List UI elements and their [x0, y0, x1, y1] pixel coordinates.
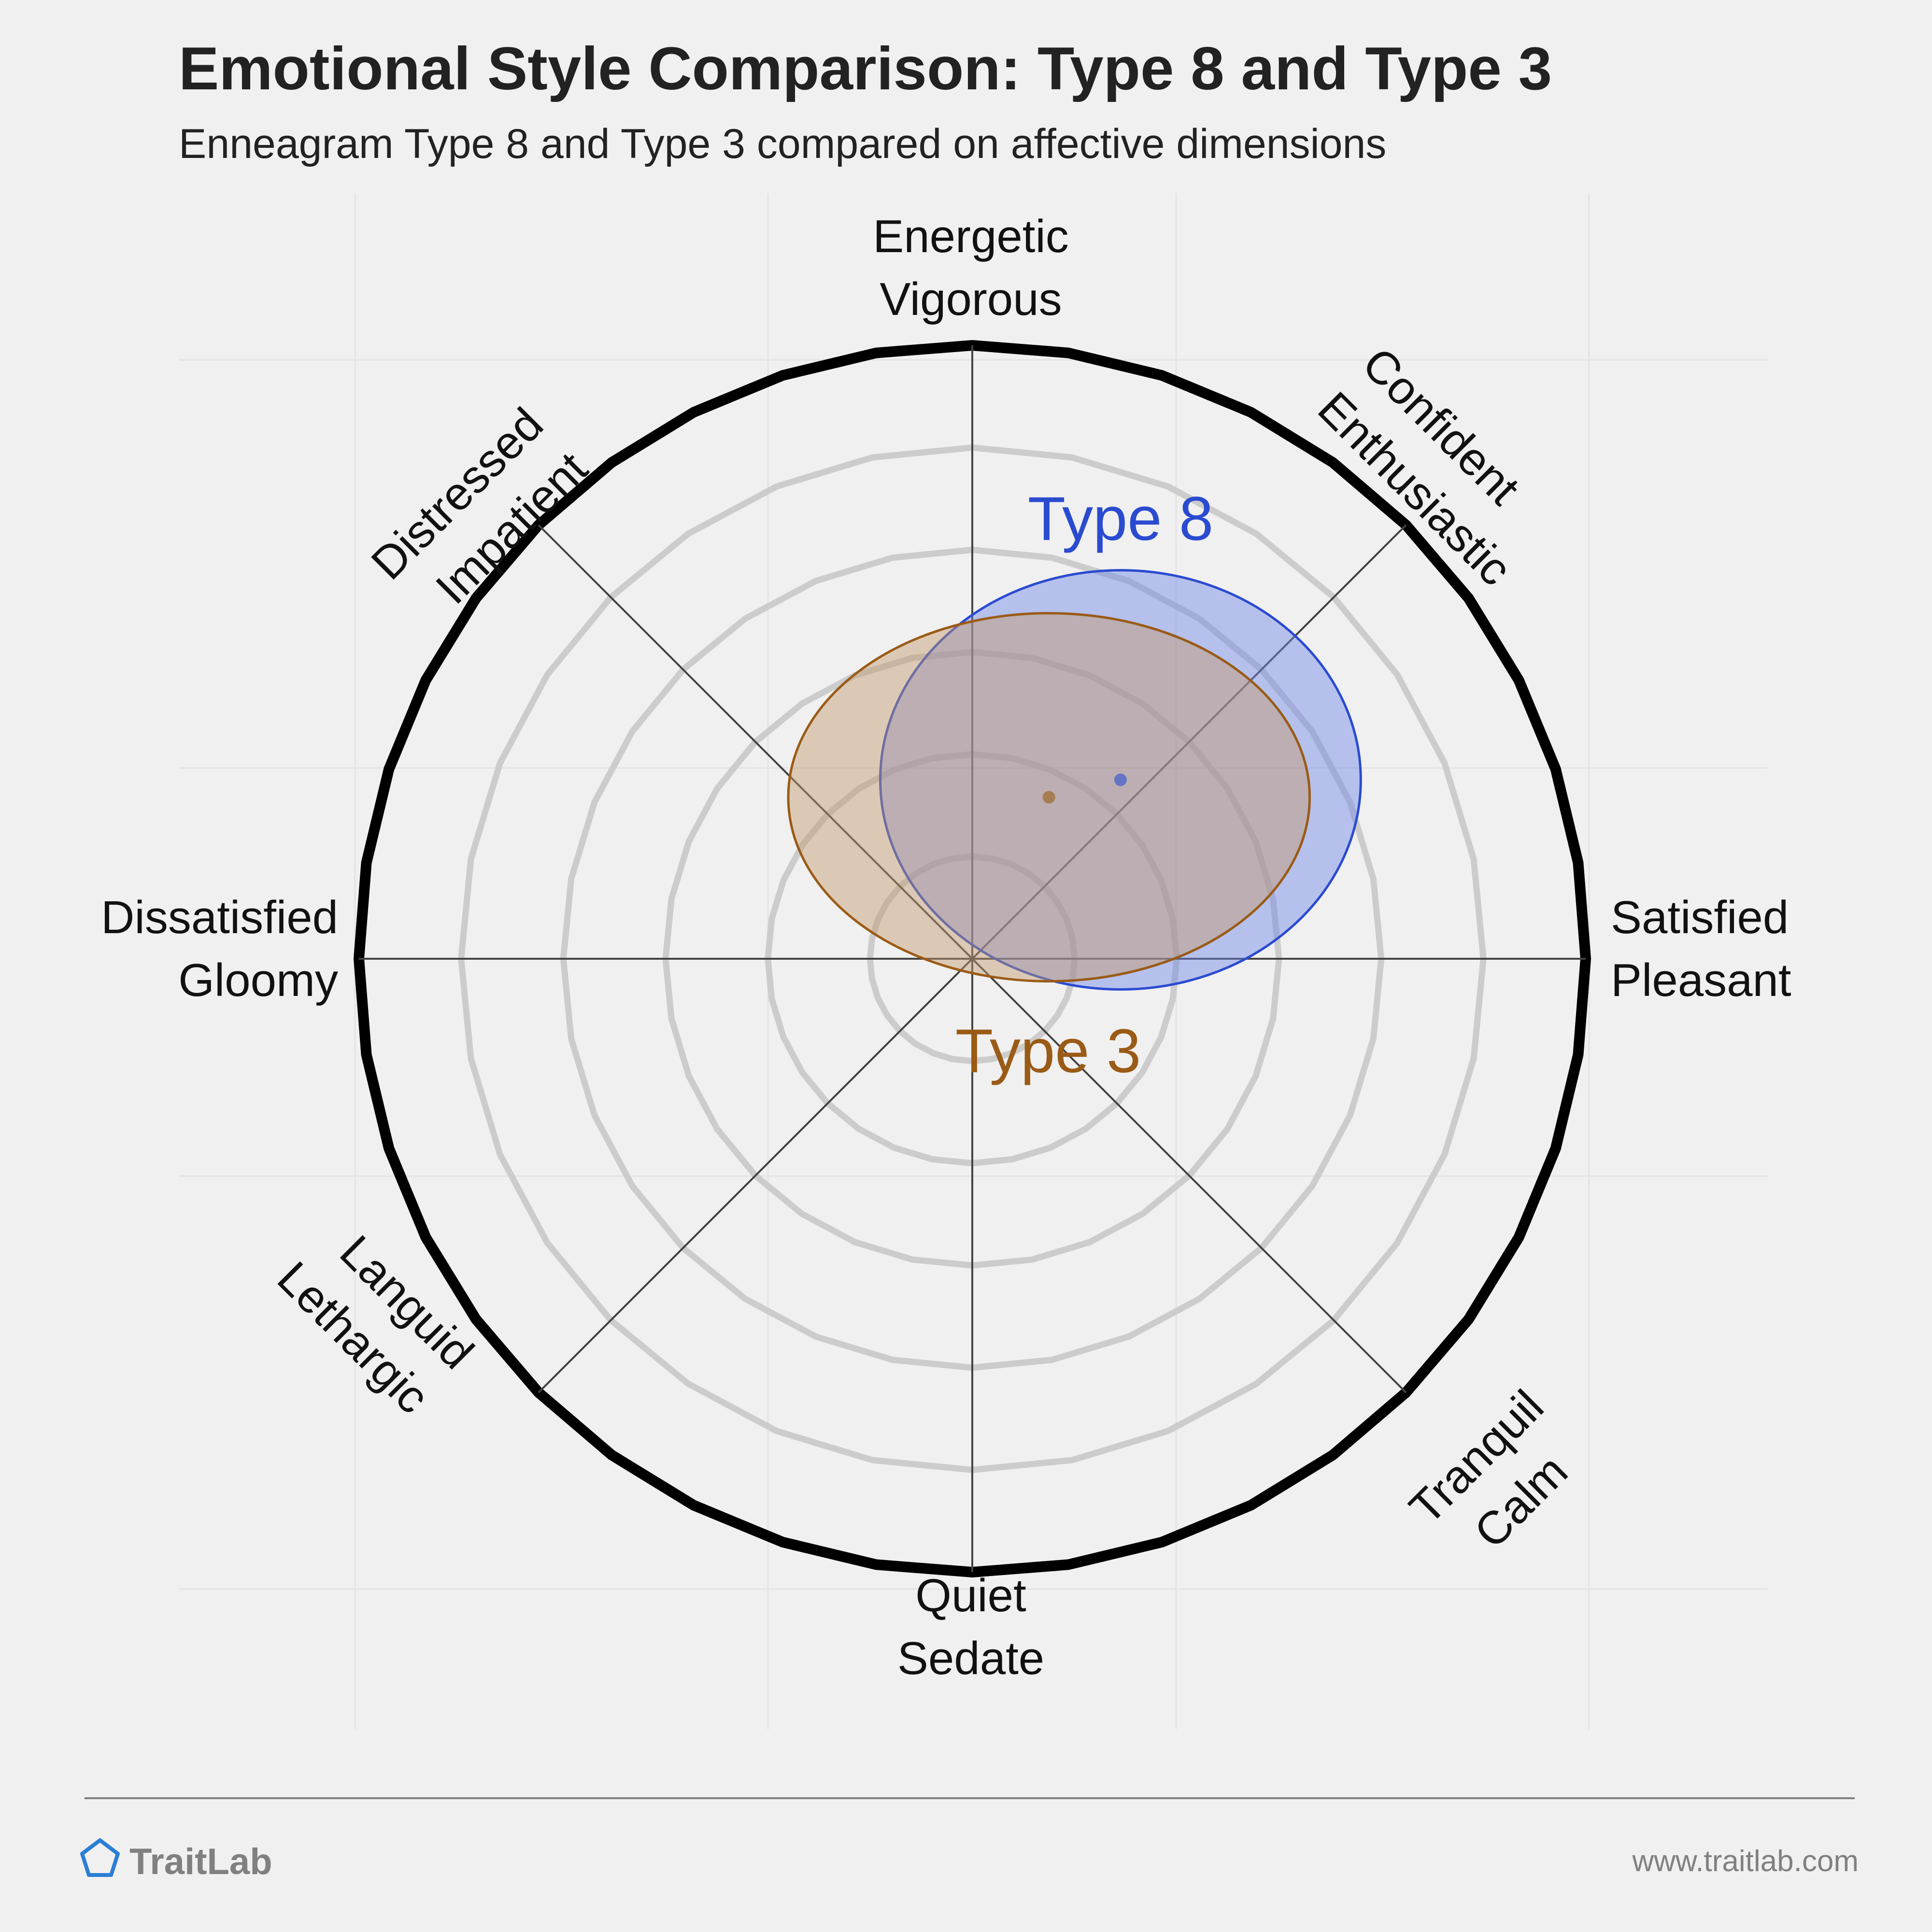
axis-label-6: Dissatisfied Gloomy — [101, 892, 338, 1006]
axis-label-line: Satisfied — [1611, 892, 1789, 943]
footer-url[interactable]: www.traitlab.com — [1632, 1845, 1859, 1878]
axis-label-3: TranquilCalm — [1400, 1380, 1598, 1578]
series-center-point-1 — [1114, 773, 1127, 786]
axis-label-line: Gloomy — [178, 954, 338, 1006]
axis-label-line: Vigorous — [880, 273, 1062, 325]
chart-title: Emotional Style Comparison: Type 8 and T… — [179, 35, 1552, 102]
axis-label-2: Satisfied Pleasant — [1611, 892, 1791, 1006]
series-label-2: Type 3 — [955, 1017, 1141, 1086]
axis-label-line: Quiet — [915, 1570, 1026, 1621]
axis-label-line: Dissatisfied — [101, 892, 338, 943]
axis-label-line: Energetic — [873, 211, 1069, 262]
axis-label-4: Quiet Sedate — [897, 1570, 1044, 1684]
axis-label-line: Pleasant — [1611, 954, 1791, 1006]
series-center-point-2 — [1042, 791, 1055, 804]
axis-lines — [359, 345, 1586, 1572]
chart-subtitle: Enneagram Type 8 and Type 3 compared on … — [179, 121, 1386, 167]
axis-line-3 — [538, 524, 1407, 1393]
series-label-1: Type 8 — [1028, 484, 1213, 554]
series-layer — [787, 569, 1362, 991]
pentagon-logo-icon — [80, 1838, 120, 1877]
axis-label-5: LanguidLethargic — [268, 1208, 483, 1423]
series-labels: Type 8 Type 3 — [955, 484, 1213, 1086]
axis-label-0: Energetic Vigorous — [873, 211, 1069, 325]
brand-name: TraitLab — [129, 1841, 272, 1882]
axis-label-line: Sedate — [897, 1633, 1044, 1684]
